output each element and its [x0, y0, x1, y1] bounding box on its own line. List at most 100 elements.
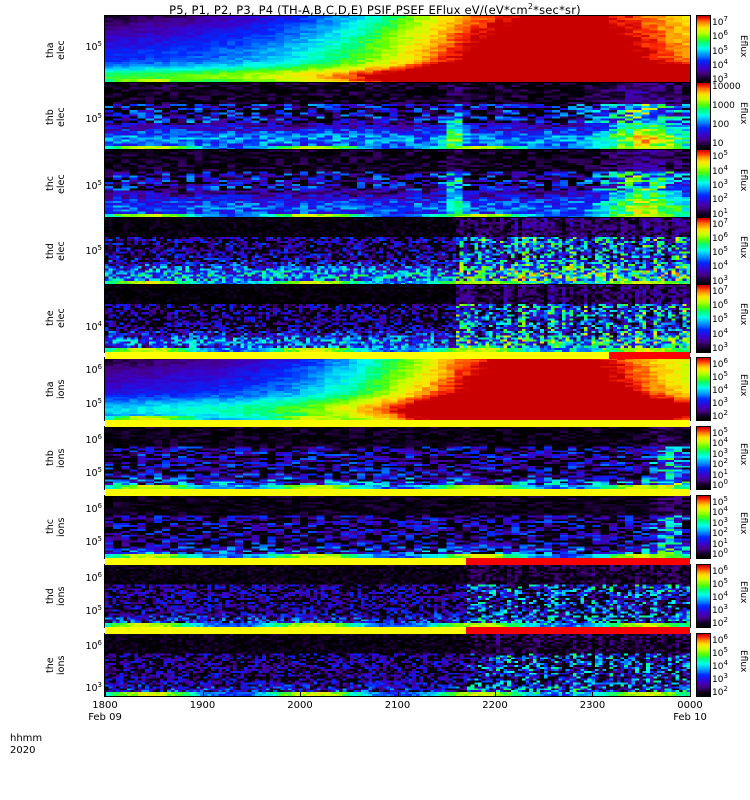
colorbar-tick-thd-ions-1: 105	[712, 577, 728, 590]
colorbar-tick-thc-ions-2: 103	[712, 515, 728, 529]
panel-ytick-tha-ions-1: 105	[85, 396, 102, 410]
colorbar-tick-thb-ions-3: 102	[712, 457, 728, 471]
panel-ytick-tha-elec-0: 105	[85, 40, 102, 54]
colorbar-tick-the-ions-1: 105	[712, 646, 728, 659]
x-axis-ticklabels: 1800 1900 2000 2100 2200 2300 0000	[0, 700, 750, 712]
panel-ylabel-thd-elec: thd	[45, 243, 56, 260]
panel-ytick-thc-elec-0: 105	[85, 179, 102, 193]
x-date-1800: Feb 09	[88, 712, 122, 723]
colorbar-tick-tha-elec-4: 103	[712, 72, 728, 86]
figure-title: P5, P1, P2, P3, P4 (TH-A,B,C,D,E) PSIF,P…	[169, 2, 581, 17]
panel-ylabel-thc-elec: thc	[45, 176, 56, 192]
statusbar-after-thd-ions-segment-1	[465, 627, 690, 634]
spectrogram-image-the-elec	[105, 284, 690, 352]
colorbar-title-the-ions: Eflux	[738, 650, 748, 673]
colorbar-the-elec	[696, 283, 711, 353]
x-tickmark-1900	[202, 692, 204, 696]
x-tick-2300: 2300	[579, 700, 606, 711]
panel-ytick-tha-ions-0: 106	[85, 362, 102, 376]
panel-ytick-the-elec-0: 104	[85, 320, 102, 334]
colorbar-tick-thb-ions-4: 101	[712, 467, 728, 481]
colorbar-tick-thc-ions-4: 101	[712, 536, 728, 550]
colorbar-thd-elec	[696, 216, 711, 286]
colorbar-tick-thd-ions-3: 103	[712, 603, 728, 616]
colorbar-ticklabels-thc-elec: 105 104 103 102 101	[712, 149, 746, 220]
colorbar-tick-thc-elec-4: 101	[712, 206, 728, 220]
x-tickmark-2100	[397, 692, 399, 696]
statusbar-after-thb-ions-segment-0	[105, 489, 690, 496]
x-tick-2100: 2100	[384, 700, 411, 711]
colorbar-thc-ions	[696, 495, 711, 559]
spectrogram-panel-thc-ions	[105, 496, 690, 558]
x-tick-2200: 2200	[482, 700, 508, 711]
statusbar-after-thc-ions-segment-0	[105, 558, 466, 565]
colorbar-tha-elec	[696, 14, 711, 85]
colorbar-tick-the-ions-2: 104	[712, 659, 728, 672]
colorbar-tick-tha-ions-0: 106	[712, 357, 728, 370]
colorbar-tick-tha-elec-2: 105	[712, 43, 728, 57]
colorbar-tick-the-ions-0: 106	[712, 633, 728, 646]
colorbar-tick-tha-elec-1: 106	[712, 29, 728, 43]
x-date-0000: Feb 10	[673, 712, 707, 723]
colorbar-ticklabels-tha-elec: 107 106 105 104 103	[712, 15, 746, 86]
colorbar-tick-thd-elec-4: 103	[712, 273, 728, 287]
spectrogram-panel-thd-ions	[105, 565, 690, 627]
spectrogram-panel-the-elec	[105, 284, 690, 352]
panel-ytick-thb-elec-0: 105	[85, 112, 102, 126]
colorbar-tick-thc-elec-3: 102	[712, 192, 728, 206]
colorbar-tick-tha-ions-3: 103	[712, 396, 728, 409]
colorbar-tick-thc-ions-3: 102	[712, 526, 728, 540]
spectrogram-image-thb-ions	[105, 427, 690, 489]
colorbar-tick-thd-ions-0: 106	[712, 564, 728, 577]
colorbar-thc-elec	[696, 149, 711, 219]
x-tick-0000: 0000	[677, 700, 703, 711]
x-tickmark-2200	[495, 692, 497, 696]
colorbar-ticklabels-the-elec: 107 106 105 104 103	[712, 284, 746, 353]
colorbar-tick-thc-ions-1: 104	[712, 505, 728, 519]
panel-ylabel-thc-ions: thc	[45, 519, 56, 535]
colorbar-title-thb-ions: Eflux	[738, 443, 748, 466]
colorbar-tick-thd-ions-4: 102	[712, 616, 728, 629]
panel-ylabel-the-elec: the	[45, 310, 56, 327]
spectrogram-panel-thd-elec	[105, 217, 690, 285]
spectrogram-panel-tha-elec	[105, 16, 690, 84]
statusbar-after-the-elec-segment-0	[105, 352, 610, 359]
colorbar-tick-tha-elec-3: 104	[712, 57, 728, 71]
panel-ytick-thd-ions-1: 105	[85, 603, 102, 617]
x-tick-2000: 2000	[287, 700, 313, 711]
colorbar-thb-elec	[696, 82, 711, 152]
colorbar-tick-thc-ions-5: 100	[712, 547, 728, 560]
spectrogram-image-thd-elec	[105, 217, 690, 285]
x-axis-line	[105, 696, 691, 697]
statusbar-after-the-elec-segment-1	[609, 352, 690, 359]
statusbar-after-thd-ions	[105, 627, 690, 634]
colorbar-tick-thc-elec-1: 104	[712, 163, 728, 177]
colorbar-title-thd-ions: Eflux	[738, 581, 748, 604]
colorbar-tick-thb-elec-3: 10	[712, 139, 724, 150]
colorbar-title-thc-ions: Eflux	[738, 512, 748, 535]
spectrogram-panel-thb-elec	[105, 83, 690, 151]
colorbar-tick-tha-ions-1: 105	[712, 370, 728, 383]
spectrogram-panel-the-ions	[105, 634, 690, 696]
panel-ytick-thb-ions-0: 106	[85, 433, 102, 447]
colorbar-tick-thd-elec-3: 104	[712, 259, 728, 273]
colorbar-tick-tha-ions-2: 104	[712, 383, 728, 396]
colorbar-ticklabels-the-ions: 106 105 104 103 102	[712, 633, 746, 698]
colorbar-ticklabels-thc-ions: 105 104 103 102 101 100	[712, 496, 746, 560]
spectrogram-image-thd-ions	[105, 565, 690, 627]
colorbar-tha-ions	[696, 357, 711, 421]
panel-ytick-the-ions-0: 106	[85, 639, 102, 653]
spectrogram-panel-tha-ions	[105, 358, 690, 420]
colorbar-tick-thc-elec-0: 105	[712, 149, 728, 163]
spectrogram-image-tha-ions	[105, 358, 690, 420]
statusbar-after-tha-ions-segment-0	[105, 420, 690, 427]
colorbar-title-thd-elec: Eflux	[738, 236, 748, 259]
corner-year: 2020	[10, 745, 36, 756]
panel-ylabel-tha-ions: tha	[45, 381, 56, 397]
colorbar-tick-tha-elec-0: 107	[712, 15, 728, 28]
colorbar-tick-thb-elec-0: 10000	[712, 82, 741, 93]
spectrogram-image-thb-elec	[105, 83, 690, 151]
statusbar-after-thc-ions	[105, 558, 690, 565]
x-tickmark-1800	[105, 692, 106, 696]
